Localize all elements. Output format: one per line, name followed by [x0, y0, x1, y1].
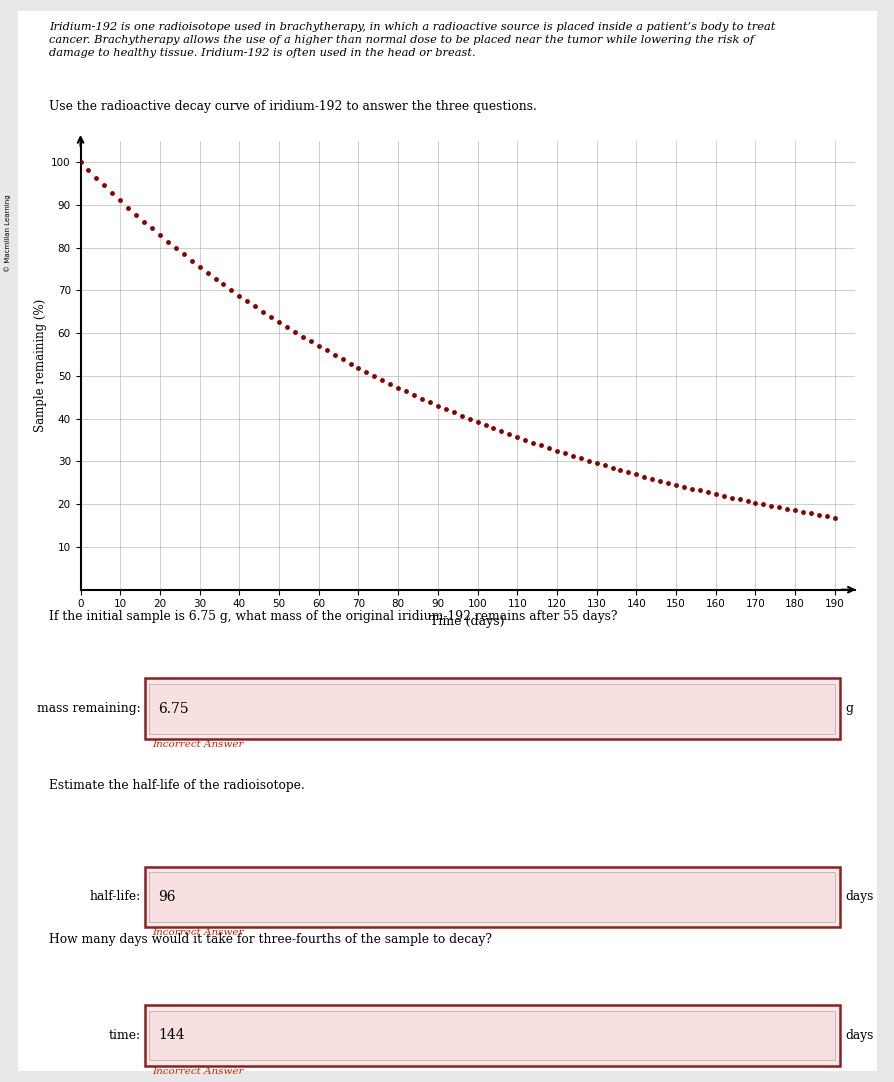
Text: mass remaining:: mass remaining:	[37, 702, 140, 715]
FancyBboxPatch shape	[149, 1011, 834, 1060]
X-axis label: Time (days): Time (days)	[430, 615, 504, 628]
Text: Estimate the half-life of the radioisotope.: Estimate the half-life of the radioisoto…	[49, 779, 305, 792]
Text: days: days	[845, 1029, 873, 1042]
FancyBboxPatch shape	[145, 678, 839, 739]
Text: Iridium-192 is one radioisotope used in brachytherapy, in which a radioactive so: Iridium-192 is one radioisotope used in …	[49, 22, 775, 58]
Text: © Macmillan Learning: © Macmillan Learning	[4, 195, 11, 273]
Text: If the initial sample is 6.75 g, what mass of the original iridium-192 remains a: If the initial sample is 6.75 g, what ma…	[49, 610, 617, 623]
Text: Use the radioactive decay curve of iridium-192 to answer the three questions.: Use the radioactive decay curve of iridi…	[49, 100, 536, 113]
Text: 96: 96	[158, 890, 176, 903]
Text: g: g	[845, 702, 853, 715]
Text: time:: time:	[108, 1029, 140, 1042]
Text: Incorrect Answer: Incorrect Answer	[152, 1067, 243, 1076]
Text: How many days would it take for three-fourths of the sample to decay?: How many days would it take for three-fo…	[49, 933, 492, 946]
FancyBboxPatch shape	[145, 867, 839, 927]
Text: 6.75: 6.75	[158, 702, 189, 715]
Text: 144: 144	[158, 1029, 185, 1042]
Text: days: days	[845, 890, 873, 903]
FancyBboxPatch shape	[149, 872, 834, 922]
Text: half-life:: half-life:	[89, 890, 140, 903]
FancyBboxPatch shape	[145, 1005, 839, 1066]
FancyBboxPatch shape	[18, 11, 876, 1071]
Y-axis label: Sample remaining (%): Sample remaining (%)	[34, 299, 47, 432]
Text: Incorrect Answer: Incorrect Answer	[152, 740, 243, 749]
FancyBboxPatch shape	[149, 684, 834, 734]
Text: Incorrect Answer: Incorrect Answer	[152, 928, 243, 937]
